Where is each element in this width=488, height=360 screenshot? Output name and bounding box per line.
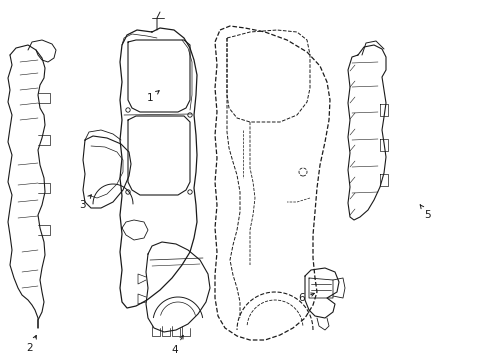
Text: 6: 6 (298, 293, 314, 303)
Text: 4: 4 (171, 336, 183, 355)
Text: 3: 3 (79, 195, 91, 210)
Text: 2: 2 (27, 336, 36, 353)
Text: 1: 1 (146, 91, 159, 103)
Text: 5: 5 (419, 205, 430, 220)
